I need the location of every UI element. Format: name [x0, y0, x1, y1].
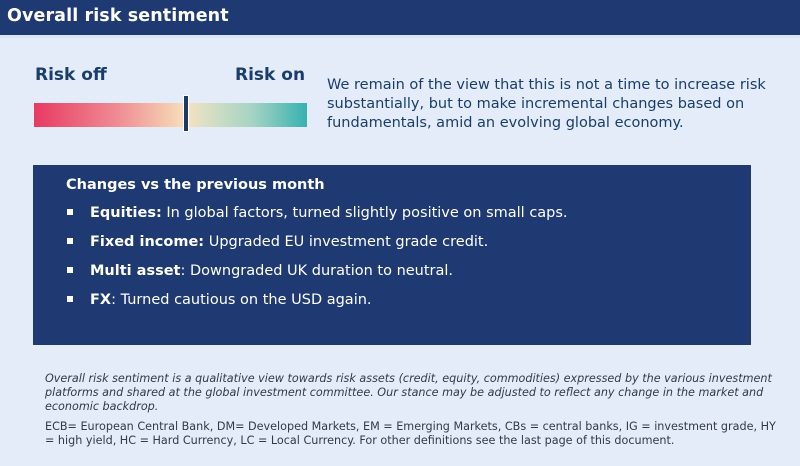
item-label: FX	[90, 292, 112, 308]
header-divider	[0, 35, 800, 38]
list-item: Equities: In global factors, turned slig…	[66, 203, 568, 232]
risk-gauge-bar	[34, 103, 307, 127]
item-text: : Turned cautious on the USD again.	[111, 292, 372, 308]
item-text: : Downgraded UK duration to neutral.	[180, 263, 454, 279]
definitions-note: ECB= European Central Bank, DM= Develope…	[45, 420, 776, 447]
item-label: Fixed income:	[90, 234, 205, 250]
square-bullet-icon	[67, 238, 73, 244]
page-title: Overall risk sentiment	[7, 6, 229, 26]
risk-gauge-marker	[183, 95, 189, 132]
square-bullet-icon	[67, 267, 73, 273]
item-text: In global factors, turned slightly posit…	[161, 205, 568, 221]
changes-list: Equities: In global factors, turned slig…	[66, 203, 568, 319]
changes-title: Changes vs the previous month	[66, 177, 325, 193]
square-bullet-icon	[67, 296, 73, 302]
list-item: Multi asset: Downgraded UK duration to n…	[66, 261, 568, 290]
list-item: FX: Turned cautious on the USD again.	[66, 290, 568, 319]
item-label: Multi asset	[90, 263, 181, 279]
sentiment-summary: We remain of the view that this is not a…	[327, 77, 766, 131]
square-bullet-icon	[67, 209, 73, 215]
changes-panel: Changes vs the previous month Equities: …	[33, 165, 751, 345]
item-label: Equities:	[90, 205, 162, 221]
risk-off-label: Risk off	[35, 65, 107, 85]
header-bar: Overall risk sentiment	[0, 0, 800, 35]
disclaimer-note: Overall risk sentiment is a qualitative …	[45, 372, 772, 413]
item-text: Upgraded EU investment grade credit.	[204, 234, 489, 250]
list-item: Fixed income: Upgraded EU investment gra…	[66, 232, 568, 261]
risk-on-label: Risk on	[235, 65, 306, 85]
